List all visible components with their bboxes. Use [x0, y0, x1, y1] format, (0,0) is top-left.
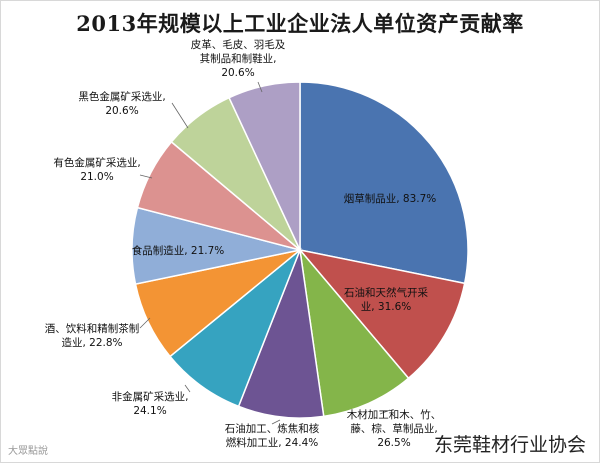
chart-title: 2013年规模以上工业企业法人单位资产贡献率: [76, 11, 524, 36]
leader-line-3: [379, 409, 391, 415]
leader-line-8: [139, 174, 153, 179]
leader-lines: [139, 81, 391, 425]
pie-slice-3: [298, 247, 410, 418]
slice-label-9: 黑色金属矿采选业, 20.6%: [78, 90, 165, 117]
slice-label-8: 有色金属矿采选业, 21.0%: [53, 156, 140, 183]
pie-slice-1: [299, 81, 469, 285]
slice-labels: 烟草制品业, 83.7% 石油和天然气开采业, 31.6% 木材加工和木、竹、藤、棕…: [45, 38, 442, 449]
slice-label-10: 皮革、毛皮、羽毛及其制品和制鞋业, 20.6%: [191, 38, 286, 79]
slice-label-4: 石油加工、炼焦和核燃料加工业, 24.4%: [225, 422, 320, 449]
pie-slice-10: [228, 81, 301, 251]
leader-line-5: [184, 384, 191, 393]
leader-line-10: [257, 81, 263, 93]
slice-label-6: 酒、饮料和精制茶制造业, 22.8%: [45, 322, 140, 349]
pie-slice-4: [237, 247, 325, 419]
slice-label-7: 食品制造业, 21.7%: [132, 244, 225, 257]
leader-line-9: [171, 102, 189, 129]
watermark-right: 东莞鞋材行业协会: [433, 434, 586, 456]
pie-slice-2: [298, 248, 466, 380]
slice-label-3: 木材加工和木、竹、藤、棕、草制品业, 26.5%: [347, 408, 442, 449]
leader-line-4: [271, 419, 281, 425]
slice-label-1: 烟草制品业, 83.7%: [344, 192, 437, 205]
slice-label-5: 非金属矿采选业, 24.1%: [112, 390, 189, 417]
leader-line-6: [139, 317, 151, 329]
watermark-left: 大眾點說: [8, 446, 48, 457]
pie-slices: [131, 81, 469, 419]
slice-label-2: 石油和天然气开采业, 31.6%: [344, 286, 428, 313]
